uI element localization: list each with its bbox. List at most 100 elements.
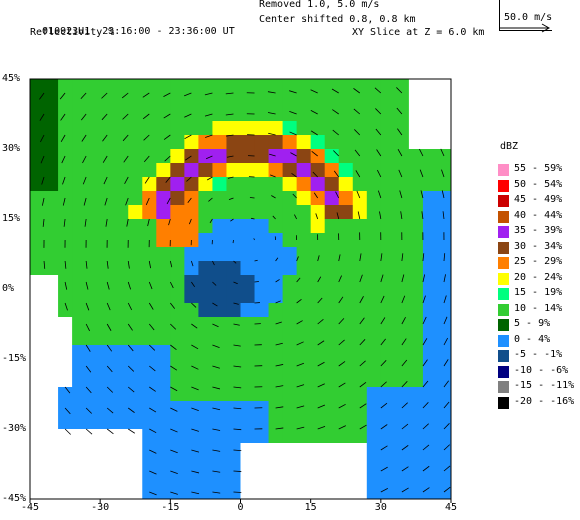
wind-vector [336, 212, 340, 220]
wind-vector [353, 108, 361, 115]
wind-vector [226, 155, 234, 158]
wind-vector [191, 428, 199, 432]
reflectivity-cell [142, 471, 157, 486]
reflectivity-cell [394, 331, 410, 346]
reflectivity-cell [366, 457, 382, 472]
reflectivity-cell [394, 261, 410, 276]
reflectivity-cell [212, 415, 227, 430]
reflectivity-cell [170, 429, 185, 444]
reflectivity-cell [366, 373, 382, 388]
reflectivity-cell [282, 149, 298, 164]
reflectivity-cell [338, 359, 354, 374]
reflectivity-cell [128, 79, 143, 94]
reflectivity-cell [352, 303, 368, 318]
reflectivity-cell [394, 317, 410, 332]
reflectivity-cell [184, 93, 199, 108]
reflectivity-cell [156, 107, 171, 122]
reflectivity-cell [268, 387, 284, 402]
reflectivity-cell [128, 387, 143, 402]
reflectivity-cell [394, 275, 410, 290]
reflectivity-cell [240, 107, 256, 122]
reflectivity-cell [394, 429, 410, 444]
wind-vector [375, 108, 382, 115]
reflectivity-cell [352, 289, 368, 304]
reflectivity-cell [408, 247, 424, 262]
reflectivity-cell [380, 331, 396, 346]
reflectivity-cell [170, 471, 185, 486]
wind-vector [121, 92, 129, 99]
reflectivity-cell [58, 135, 73, 150]
wind-vector [185, 155, 192, 161]
reflectivity-cell [30, 373, 45, 388]
wind-vector [359, 381, 367, 388]
wind-vector [357, 211, 361, 220]
colorbar-level-label: 25 - 29% [514, 256, 563, 267]
reflectivity-cell [422, 345, 438, 360]
wind-vector [335, 191, 340, 199]
reflectivity-cell [240, 163, 256, 178]
reflectivity-cell [44, 429, 59, 444]
reflectivity-cell [296, 331, 312, 346]
reflectivity-cell [366, 345, 382, 360]
reflectivity-cell [212, 275, 227, 290]
reflectivity-cell [128, 457, 143, 472]
reflectivity-cell [170, 233, 185, 248]
wind-vector [317, 297, 323, 304]
reflectivity-cell [436, 345, 452, 360]
reflectivity-cell [128, 373, 143, 388]
reflectivity-cell [44, 359, 59, 374]
wind-vector [380, 487, 388, 493]
wind-vector [443, 316, 448, 325]
reflectivity-cell [422, 149, 438, 164]
reflectivity-cell [310, 107, 326, 122]
wind-vector [127, 302, 133, 311]
reflectivity-cell [352, 177, 368, 192]
x-tick-label: -15 [161, 502, 180, 513]
reflectivity-cell [310, 163, 326, 178]
reflectivity-cell [114, 345, 129, 360]
reflectivity-cell [226, 163, 241, 178]
reflectivity-cell [100, 205, 115, 220]
reflectivity-cell [436, 107, 452, 122]
reflectivity-cell [58, 177, 73, 192]
reflectivity-cell [114, 359, 129, 374]
reflectivity-cell [240, 401, 256, 416]
slice-label: XY Slice at Z = 6.0 km [352, 27, 485, 38]
reflectivity-cell [422, 219, 438, 234]
reflectivity-cell [408, 429, 424, 444]
reflectivity-cell [338, 303, 354, 318]
reflectivity-cell [142, 289, 157, 304]
reflectivity-cell [408, 79, 424, 94]
colorbar-swatch [498, 365, 509, 378]
reflectivity-cell [114, 247, 129, 262]
reflectivity-cell [44, 415, 59, 430]
reflectivity-cell [226, 121, 241, 136]
reflectivity-cell [184, 471, 199, 486]
reflectivity-cell [142, 247, 157, 262]
wind-vector [401, 381, 408, 388]
reflectivity-cell [254, 135, 270, 150]
x-tick-label: 0 [237, 502, 244, 513]
wind-vector [399, 190, 403, 199]
wind-vector [42, 218, 45, 227]
reflectivity-cell [268, 373, 284, 388]
reflectivity-cell [338, 233, 354, 248]
reflectivity-cell [436, 401, 452, 416]
reflectivity-cell [128, 415, 143, 430]
wind-vector [80, 92, 87, 100]
reflectivity-cell [352, 219, 368, 234]
reflectivity-cell [310, 79, 326, 94]
reflectivity-cell [170, 373, 185, 388]
reflectivity-cell [394, 247, 410, 262]
reflectivity-cell [268, 79, 284, 94]
reflectivity-cell [408, 191, 424, 206]
reflectivity-cell [156, 401, 171, 416]
reflectivity-cell [296, 275, 312, 290]
wind-vector [419, 169, 424, 178]
reflectivity-cell [436, 471, 452, 486]
reflectivity-cell [324, 177, 340, 192]
reflectivity-cell [436, 317, 452, 332]
wind-vector [41, 176, 45, 185]
reflectivity-cell [380, 415, 396, 430]
wind-vector [142, 113, 150, 120]
